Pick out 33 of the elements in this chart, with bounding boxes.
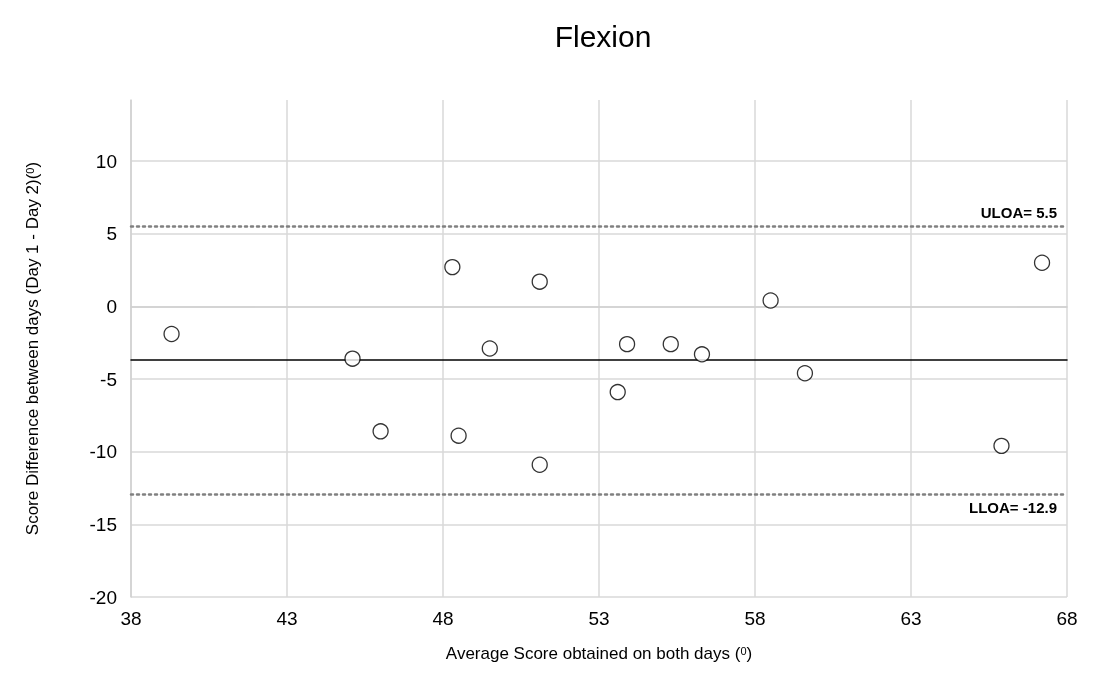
y-tick-label: 0: [106, 295, 117, 317]
y-tick-label: 10: [95, 150, 117, 172]
y-tick-label: -5: [100, 368, 117, 390]
point: [618, 335, 636, 353]
point: [372, 423, 389, 440]
point: [344, 350, 361, 367]
point: [993, 437, 1010, 455]
ref-line-label: LLOA= -12.9: [969, 498, 1057, 516]
chart-title: Flexion: [554, 19, 652, 53]
x-tick-label: 38: [120, 608, 142, 629]
x-tick-label: 43: [276, 608, 298, 629]
point: [693, 346, 711, 363]
x-tick-label: 68: [1056, 608, 1078, 629]
point: [531, 273, 548, 290]
y-tick-label: -10: [89, 441, 117, 463]
point: [1033, 254, 1051, 271]
point: [163, 325, 180, 343]
x-tick-label: 58: [744, 608, 766, 629]
y-tick-label: 5: [106, 223, 117, 245]
point: [531, 456, 548, 473]
point: [450, 427, 467, 444]
y-tick-label: -15: [89, 513, 117, 535]
y-tick-label: -20: [89, 586, 117, 608]
point: [444, 258, 461, 276]
point: [481, 340, 498, 357]
point: [662, 335, 679, 353]
x-tick-label: 53: [588, 608, 610, 629]
point: [609, 383, 626, 401]
x-tick-label: 63: [900, 608, 922, 629]
x-tick-label: 48: [432, 608, 454, 629]
ref-line-label: ULOA= 5.5: [980, 204, 1057, 222]
point: [762, 292, 779, 309]
point: [796, 365, 814, 382]
